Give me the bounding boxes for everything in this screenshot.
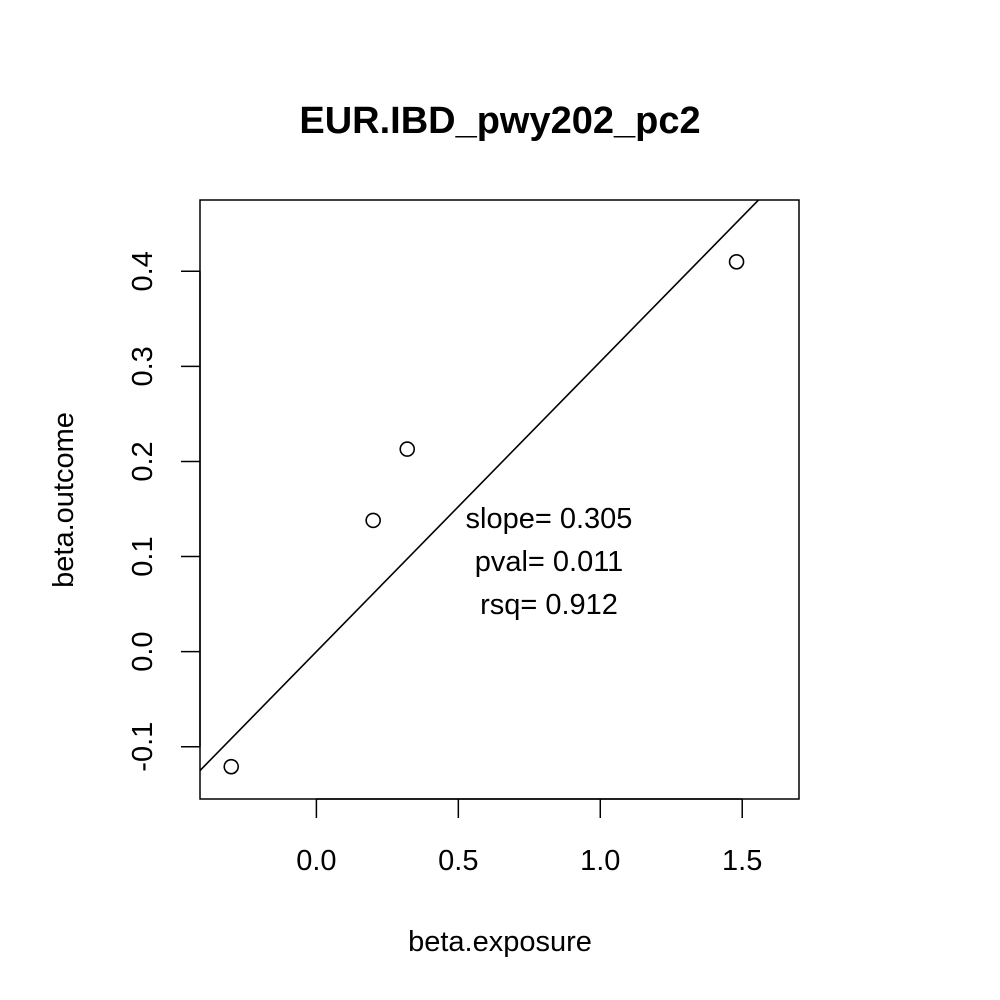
stats-annotation: slope= 0.305 xyxy=(466,503,633,535)
y-tick-label: 0.4 xyxy=(127,251,159,291)
x-tick-label: 0.5 xyxy=(438,845,478,877)
stats-annotation: pval= 0.011 xyxy=(475,546,624,578)
data-point xyxy=(365,512,381,529)
x-axis-label: beta.exposure xyxy=(408,926,592,958)
data-point xyxy=(399,441,416,457)
data-point xyxy=(223,758,240,775)
chart-title: EUR.IBD_pwy202_pc2 xyxy=(299,100,700,142)
y-tick-label: -0.1 xyxy=(127,722,159,772)
y-tick-label: 0.3 xyxy=(127,346,159,386)
x-tick-label: 0.0 xyxy=(296,845,336,877)
y-axis-label: beta.outcome xyxy=(48,412,80,588)
y-tick-label: 0.2 xyxy=(127,441,159,481)
y-tick-label: 0.1 xyxy=(127,536,159,576)
data-point xyxy=(728,254,745,270)
regression-line xyxy=(200,200,760,772)
x-tick-label: 1.0 xyxy=(580,845,620,877)
plot-frame xyxy=(199,199,800,800)
x-tick-label: 1.5 xyxy=(722,845,762,877)
y-tick-label: 0.0 xyxy=(127,631,159,671)
stats-annotation: rsq= 0.912 xyxy=(480,589,618,621)
